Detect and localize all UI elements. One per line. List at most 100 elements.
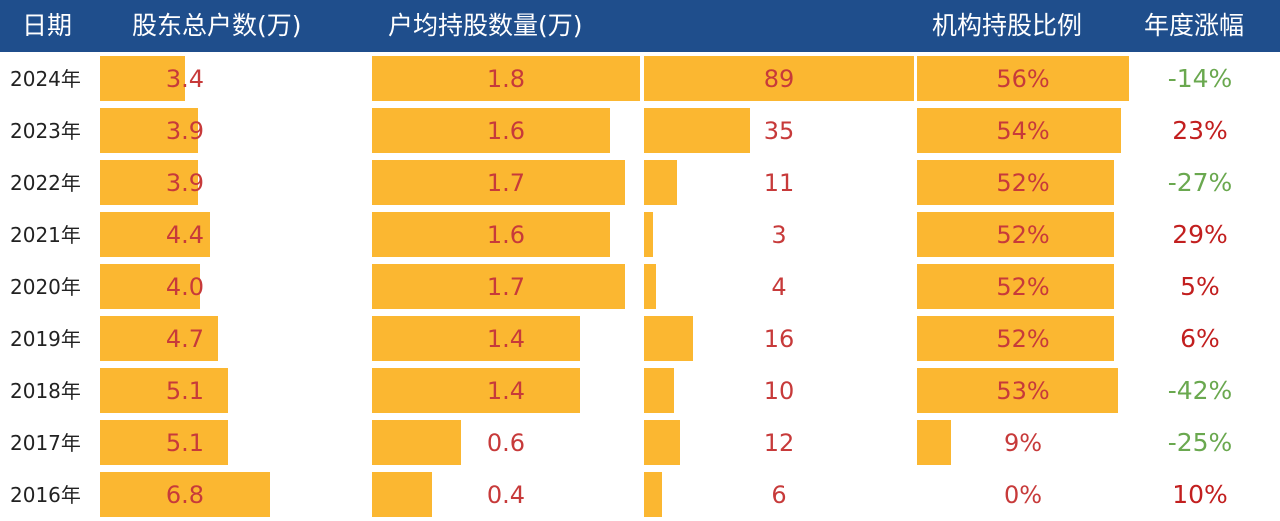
inst-bar: [917, 264, 1114, 309]
col3-value: 11: [763, 169, 795, 197]
avg-value: 1.8: [486, 65, 526, 93]
holders-value: 3.9: [165, 117, 205, 145]
change-value: 29%: [1172, 220, 1228, 249]
row-date: 2021年: [10, 223, 81, 247]
col3-bar: [644, 264, 656, 309]
change-value: -14%: [1167, 64, 1233, 93]
holders-value: 4.4: [165, 221, 205, 249]
col3-bar: [644, 316, 693, 361]
row-date: 2023年: [10, 119, 81, 143]
col3-value: 6: [771, 481, 787, 509]
holders-bar: [100, 316, 218, 361]
inst-bar: [917, 212, 1114, 257]
inst-bar: [917, 160, 1114, 205]
holders-value: 4.7: [165, 325, 205, 353]
col3-bar: [644, 420, 680, 465]
col3-value: 35: [763, 117, 795, 145]
table-row: 2016年 6.8 0.4 6 0% 10%: [0, 469, 1280, 521]
avg-value: 1.7: [486, 169, 526, 197]
row-date: 2018年: [10, 379, 81, 403]
change-value: 10%: [1172, 480, 1228, 509]
row-date: 2024年: [10, 67, 81, 91]
row-date: 2017年: [10, 431, 81, 455]
col3-bar: [644, 108, 750, 153]
avg-bar: [372, 212, 610, 257]
holders-bar: [100, 212, 210, 257]
col3-bar: [644, 56, 914, 101]
holders-bar: [100, 368, 228, 413]
change-value: 6%: [1180, 324, 1220, 353]
holders-value: 5.1: [165, 429, 205, 457]
avg-bar: [372, 56, 640, 101]
row-date: 2019年: [10, 327, 81, 351]
col3-value: 10: [763, 377, 795, 405]
row-date: 2022年: [10, 171, 81, 195]
inst-bar: [917, 56, 1129, 101]
inst-bar: [917, 316, 1114, 361]
inst-value: 53%: [996, 377, 1050, 405]
inst-value: 52%: [996, 221, 1050, 249]
row-date: 2016年: [10, 483, 81, 507]
col3-value: 16: [763, 325, 795, 353]
table-row: 2019年 4.7 1.4 16 52% 6%: [0, 313, 1280, 365]
table-row: 2024年 3.4 1.8 89 56% -14%: [0, 53, 1280, 105]
inst-value: 52%: [996, 325, 1050, 353]
col3-bar: [644, 160, 677, 205]
col3-value: 89: [763, 65, 795, 93]
holders-value: 6.8: [165, 481, 205, 509]
change-value: -27%: [1167, 168, 1233, 197]
avg-value: 0.4: [486, 481, 526, 509]
holders-value: 3.4: [165, 65, 205, 93]
col3-value: 12: [763, 429, 795, 457]
inst-bar: [917, 368, 1118, 413]
avg-bar: [372, 160, 625, 205]
header-inst: 机构持股比例: [932, 11, 1083, 40]
header-date: 日期: [22, 11, 73, 40]
col3-bar: [644, 368, 674, 413]
col3-value: 4: [771, 273, 787, 301]
avg-value: 1.6: [486, 221, 526, 249]
table-row: 2023年 3.9 1.6 35 54% 23%: [0, 105, 1280, 157]
avg-bar: [372, 368, 580, 413]
avg-bar: [372, 316, 580, 361]
change-value: -25%: [1167, 428, 1233, 457]
avg-value: 1.6: [486, 117, 526, 145]
inst-value: 54%: [996, 117, 1050, 145]
col3-value: 3: [771, 221, 787, 249]
holders-value: 5.1: [165, 377, 205, 405]
header-avg: 户均持股数量(万): [388, 11, 583, 40]
table-row: 2020年 4.0 1.7 4 52% 5%: [0, 261, 1280, 313]
holders-bar: [100, 420, 228, 465]
holders-bar: [100, 108, 198, 153]
change-value: -42%: [1167, 376, 1233, 405]
avg-value: 1.7: [486, 273, 526, 301]
header-change: 年度涨幅: [1144, 11, 1245, 40]
inst-value: 0%: [1003, 481, 1043, 509]
avg-bar: [372, 108, 610, 153]
inst-bar: [917, 420, 951, 465]
inst-value: 9%: [1003, 429, 1043, 457]
inst-value: 52%: [996, 273, 1050, 301]
table-header: 日期 股东总户数(万) 户均持股数量(万) 机构持股比例 年度涨幅: [0, 0, 1280, 52]
holders-bar: [100, 160, 198, 205]
inst-value: 52%: [996, 169, 1050, 197]
row-date: 2020年: [10, 275, 81, 299]
holders-value: 3.9: [165, 169, 205, 197]
table-row: 2018年 5.1 1.4 10 53% -42%: [0, 365, 1280, 417]
avg-value: 1.4: [486, 325, 526, 353]
holders-bar: [100, 264, 200, 309]
holders-bar: [100, 56, 185, 101]
table-row: 2017年 5.1 0.6 12 9% -25%: [0, 417, 1280, 469]
inst-value: 56%: [996, 65, 1050, 93]
change-value: 5%: [1180, 272, 1220, 301]
col3-bar: [644, 212, 653, 257]
inst-bar: [917, 108, 1121, 153]
table-row: 2021年 4.4 1.6 3 52% 29%: [0, 209, 1280, 261]
avg-value: 1.4: [486, 377, 526, 405]
change-value: 23%: [1172, 116, 1228, 145]
header-holders: 股东总户数(万): [132, 11, 302, 40]
avg-bar: [372, 420, 461, 465]
avg-value: 0.6: [486, 429, 526, 457]
holders-value: 4.0: [165, 273, 205, 301]
